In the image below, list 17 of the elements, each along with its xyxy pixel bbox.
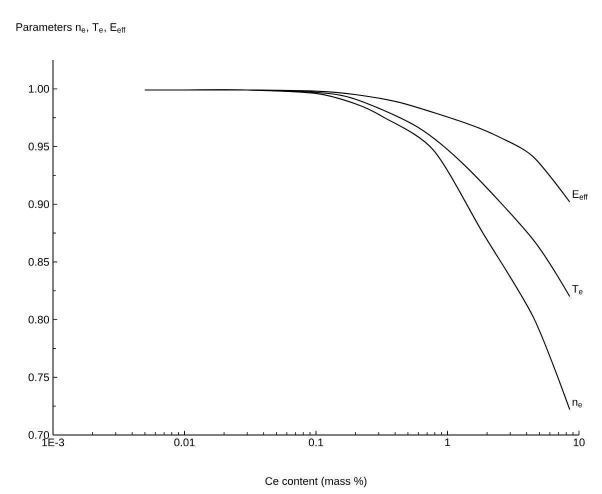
y-tick-label: 0.90 bbox=[28, 200, 50, 208]
x-tick-label: 0.01 bbox=[174, 438, 195, 446]
y-tick-label: 0.80 bbox=[28, 316, 50, 324]
series-label: n$_{e}$ bbox=[572, 400, 582, 408]
x-tick-label: 1E-3 bbox=[42, 438, 64, 446]
series-label: T$_{e}$ bbox=[572, 285, 583, 294]
x-tick-label: 1 bbox=[445, 438, 450, 446]
x-tick-label: 10 bbox=[574, 438, 585, 446]
x-axis-title: Ce content (mass %) bbox=[265, 476, 366, 488]
x-tick-label: 0.1 bbox=[308, 438, 324, 446]
y-tick-label: 0.75 bbox=[28, 373, 50, 382]
y-tick-label: 0.95 bbox=[28, 142, 50, 150]
y-tick-label: 0.70 bbox=[28, 431, 50, 439]
y-tick-label: 0.85 bbox=[28, 258, 50, 266]
series-label: E$_{eff}$ bbox=[572, 190, 588, 200]
y-axis-title: Parameters n$_{e}$, T$_{e}$, E$_{eff}$ bbox=[16, 23, 126, 33]
y-tick-label: 1.00 bbox=[28, 84, 50, 93]
